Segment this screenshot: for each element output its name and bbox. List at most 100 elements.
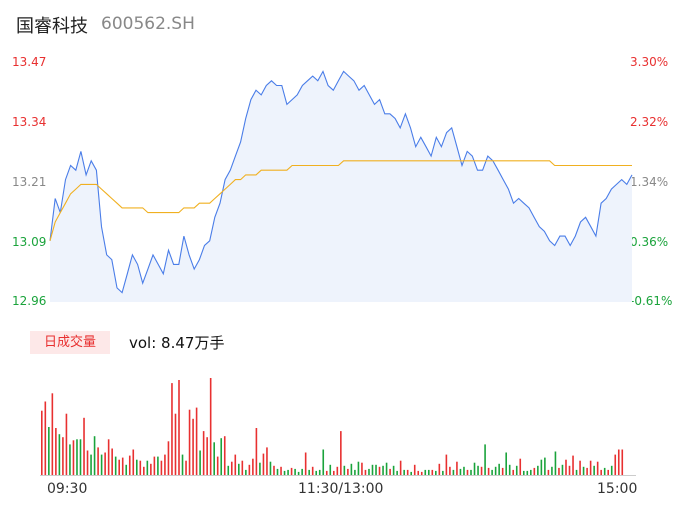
volume-bar <box>368 468 370 475</box>
pct-tick-label: 0.36% <box>630 235 669 249</box>
volume-bar <box>484 444 486 475</box>
volume-bar <box>565 459 567 475</box>
volume-bar <box>118 459 120 475</box>
volume-bar <box>480 466 483 475</box>
volume-bar <box>273 465 275 475</box>
volume-bar <box>621 449 624 475</box>
volume-bar <box>178 380 180 475</box>
volume-bar <box>107 439 110 475</box>
volume-bar <box>385 462 388 475</box>
volume-bar <box>406 469 409 475</box>
price-tick-label: 13.21 <box>12 175 47 189</box>
volume-bar <box>171 383 173 475</box>
volume-bar <box>304 452 307 475</box>
volume-bar <box>280 466 282 475</box>
volume-bar <box>427 469 430 475</box>
volume-bar <box>104 452 106 475</box>
volume-bar <box>438 463 441 475</box>
price-line <box>49 70 633 294</box>
volume-bar <box>603 467 606 475</box>
volume-bar <box>396 470 398 475</box>
volume-bar <box>283 470 286 475</box>
volume-bar <box>213 442 215 475</box>
volume-bar <box>128 455 131 475</box>
volume-bar <box>361 462 363 475</box>
volume-bar <box>582 466 585 475</box>
volume-bar <box>544 457 546 475</box>
volume-bar <box>459 468 462 475</box>
stock-code: 600562.SH <box>101 14 195 34</box>
volume-bar <box>508 464 511 475</box>
volume-bar <box>371 464 374 475</box>
volume-bar <box>195 407 198 475</box>
volume-bar <box>420 471 423 475</box>
volume-bar <box>350 463 353 475</box>
volume-bar <box>375 464 377 475</box>
volume-bar <box>238 463 240 475</box>
volume-bar <box>174 413 177 475</box>
volume-bar <box>308 469 310 475</box>
volume-bar <box>93 436 96 475</box>
volume-bar <box>245 469 247 475</box>
volume-bar <box>297 471 300 475</box>
volume-bar <box>262 453 265 475</box>
volume-bar <box>403 469 405 475</box>
volume-bar <box>336 466 339 475</box>
volume-bar <box>209 378 212 475</box>
volume-bar <box>568 465 571 475</box>
pct-tick-label: 2.32% <box>630 115 669 129</box>
volume-bar <box>610 465 613 475</box>
volume-bar <box>160 460 163 475</box>
volume-bar <box>589 460 592 475</box>
volume-chart-area <box>40 378 636 476</box>
volume-bar <box>392 465 395 475</box>
volume-bar <box>230 461 233 475</box>
volume-bar <box>491 469 493 475</box>
price-tick-label: 13.47 <box>12 55 47 69</box>
volume-bar <box>347 468 349 475</box>
volume-bar <box>241 460 244 475</box>
volume-bar <box>586 467 588 475</box>
volume-bar <box>607 469 610 475</box>
x-tick-label: 09:30 <box>47 481 88 497</box>
volume-bar <box>83 417 85 475</box>
price-chart-area <box>49 70 633 303</box>
volume-bar <box>276 468 279 475</box>
volume-bar <box>55 428 57 475</box>
volume-bar <box>322 449 325 475</box>
volume-bar <box>206 437 208 475</box>
pct-tick-label: -0.61% <box>630 294 673 308</box>
volume-bar <box>325 470 328 475</box>
price-area-fill <box>50 71 632 303</box>
volume-bar <box>435 470 437 475</box>
volume-bar <box>301 468 303 475</box>
volume-bar <box>234 454 237 475</box>
volume-bar <box>593 465 595 475</box>
volume-bar <box>146 460 149 475</box>
volume-bar <box>354 469 356 475</box>
volume-bar <box>579 460 581 475</box>
volume-bar <box>487 467 490 475</box>
volume-bar <box>473 462 476 475</box>
volume-bar <box>139 460 142 475</box>
volume-bar <box>86 450 89 475</box>
volume-bar <box>333 470 335 475</box>
volume-bar <box>526 470 529 475</box>
volume-bar <box>269 461 272 475</box>
volume-bar <box>294 468 296 475</box>
volume-bar <box>311 466 314 475</box>
volume-bar <box>48 427 50 475</box>
volume-bar <box>596 461 599 475</box>
volume-bar <box>185 460 187 475</box>
volume-bar <box>41 410 43 475</box>
volume-bar <box>255 428 258 475</box>
volume-bar <box>44 401 47 475</box>
volume-bar <box>378 466 381 475</box>
volume-bar <box>357 461 360 475</box>
volume-bar <box>125 464 128 475</box>
volume-bar <box>223 436 226 475</box>
volume-bar <box>452 469 455 475</box>
volume-bar <box>547 469 550 475</box>
price-tick-label: 13.09 <box>12 235 47 249</box>
